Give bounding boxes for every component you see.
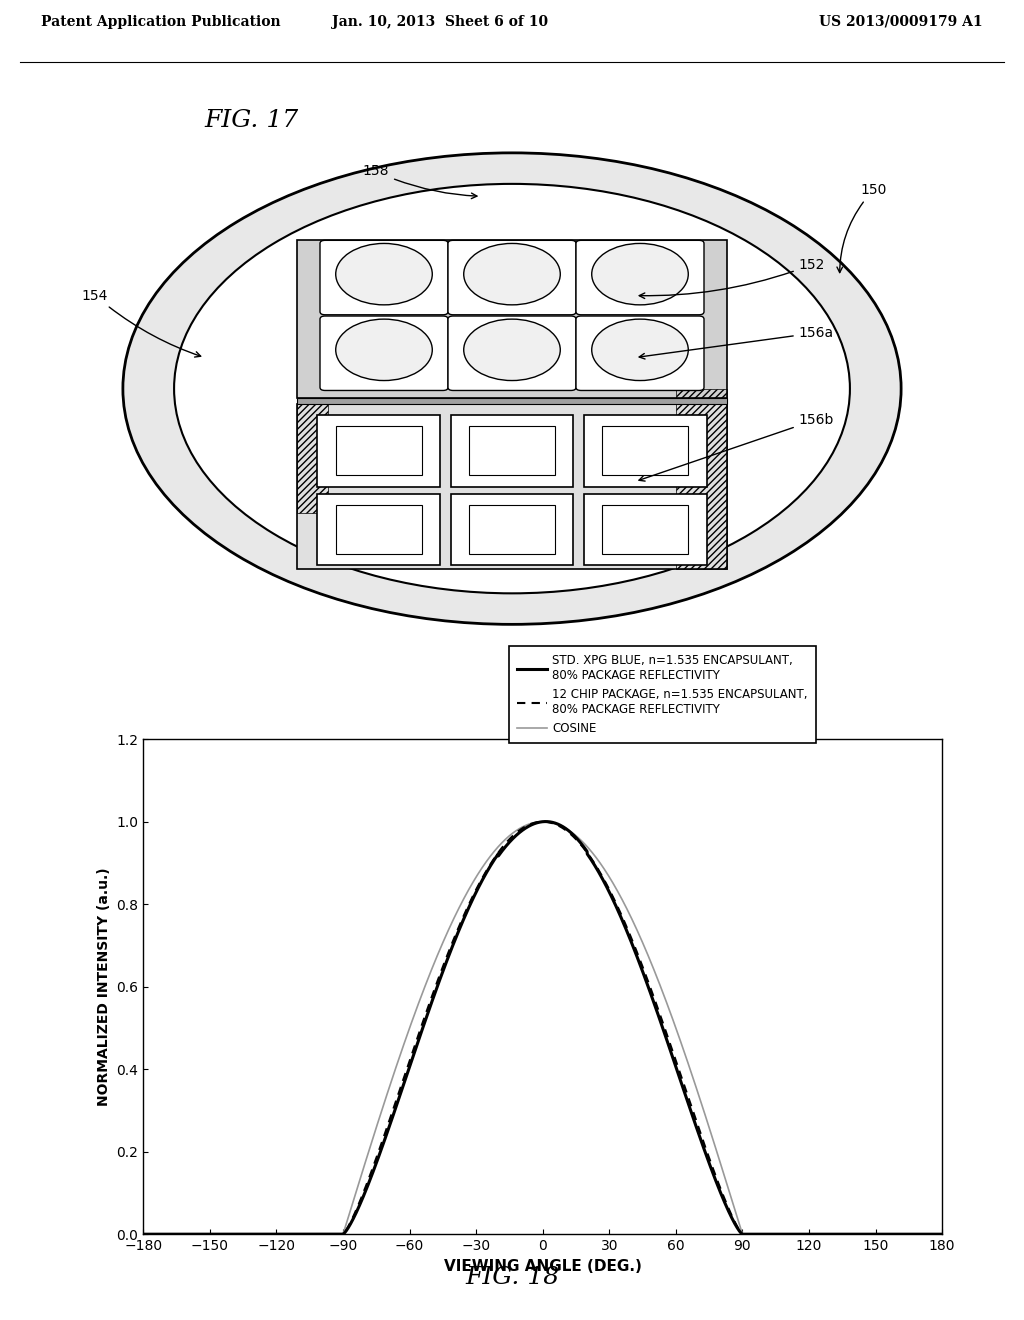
Bar	[469, 426, 555, 475]
Text: Jan. 10, 2013  Sheet 6 of 10: Jan. 10, 2013 Sheet 6 of 10	[332, 15, 549, 29]
Text: 156b: 156b	[639, 413, 835, 480]
Bar	[584, 494, 707, 565]
Bar	[297, 240, 727, 397]
Ellipse shape	[592, 319, 688, 380]
Text: US 2013/0009179 A1: US 2013/0009179 A1	[819, 15, 983, 29]
Bar	[584, 416, 707, 487]
Text: 152: 152	[639, 257, 825, 298]
Text: FIG. 17: FIG. 17	[205, 110, 299, 132]
FancyBboxPatch shape	[321, 315, 449, 391]
FancyBboxPatch shape	[577, 240, 705, 314]
Bar	[469, 506, 555, 554]
Legend: STD. XPG BLUE, n=1.535 ENCAPSULANT,
80% PACKAGE REFLECTIVITY, 12 CHIP PACKAGE, n: STD. XPG BLUE, n=1.535 ENCAPSULANT, 80% …	[509, 645, 816, 743]
Ellipse shape	[336, 243, 432, 305]
Bar	[317, 416, 440, 487]
FancyBboxPatch shape	[449, 240, 577, 314]
Ellipse shape	[464, 319, 560, 380]
Text: 150: 150	[837, 183, 887, 273]
Ellipse shape	[592, 243, 688, 305]
Y-axis label: NORMALIZED INTENSITY (a.u.): NORMALIZED INTENSITY (a.u.)	[97, 867, 111, 1106]
Circle shape	[123, 153, 901, 624]
Text: 158: 158	[362, 165, 477, 198]
Circle shape	[174, 183, 850, 593]
Bar	[602, 506, 688, 554]
Bar	[297, 404, 727, 569]
Ellipse shape	[336, 319, 432, 380]
Bar	[602, 426, 688, 475]
Text: Patent Application Publication: Patent Application Publication	[41, 15, 281, 29]
Bar	[336, 506, 422, 554]
Bar	[317, 494, 440, 565]
FancyBboxPatch shape	[577, 315, 705, 391]
Text: 156a: 156a	[639, 326, 834, 359]
Text: FIG. 18: FIG. 18	[465, 1266, 559, 1290]
Bar	[451, 494, 573, 565]
Bar	[297, 397, 727, 404]
Text: 154: 154	[82, 289, 201, 358]
Bar	[297, 401, 328, 512]
FancyBboxPatch shape	[321, 240, 449, 314]
Bar	[676, 388, 727, 569]
Bar	[336, 426, 422, 475]
Bar	[451, 416, 573, 487]
X-axis label: VIEWING ANGLE (DEG.): VIEWING ANGLE (DEG.)	[443, 1258, 642, 1274]
FancyBboxPatch shape	[449, 315, 577, 391]
Ellipse shape	[464, 243, 560, 305]
